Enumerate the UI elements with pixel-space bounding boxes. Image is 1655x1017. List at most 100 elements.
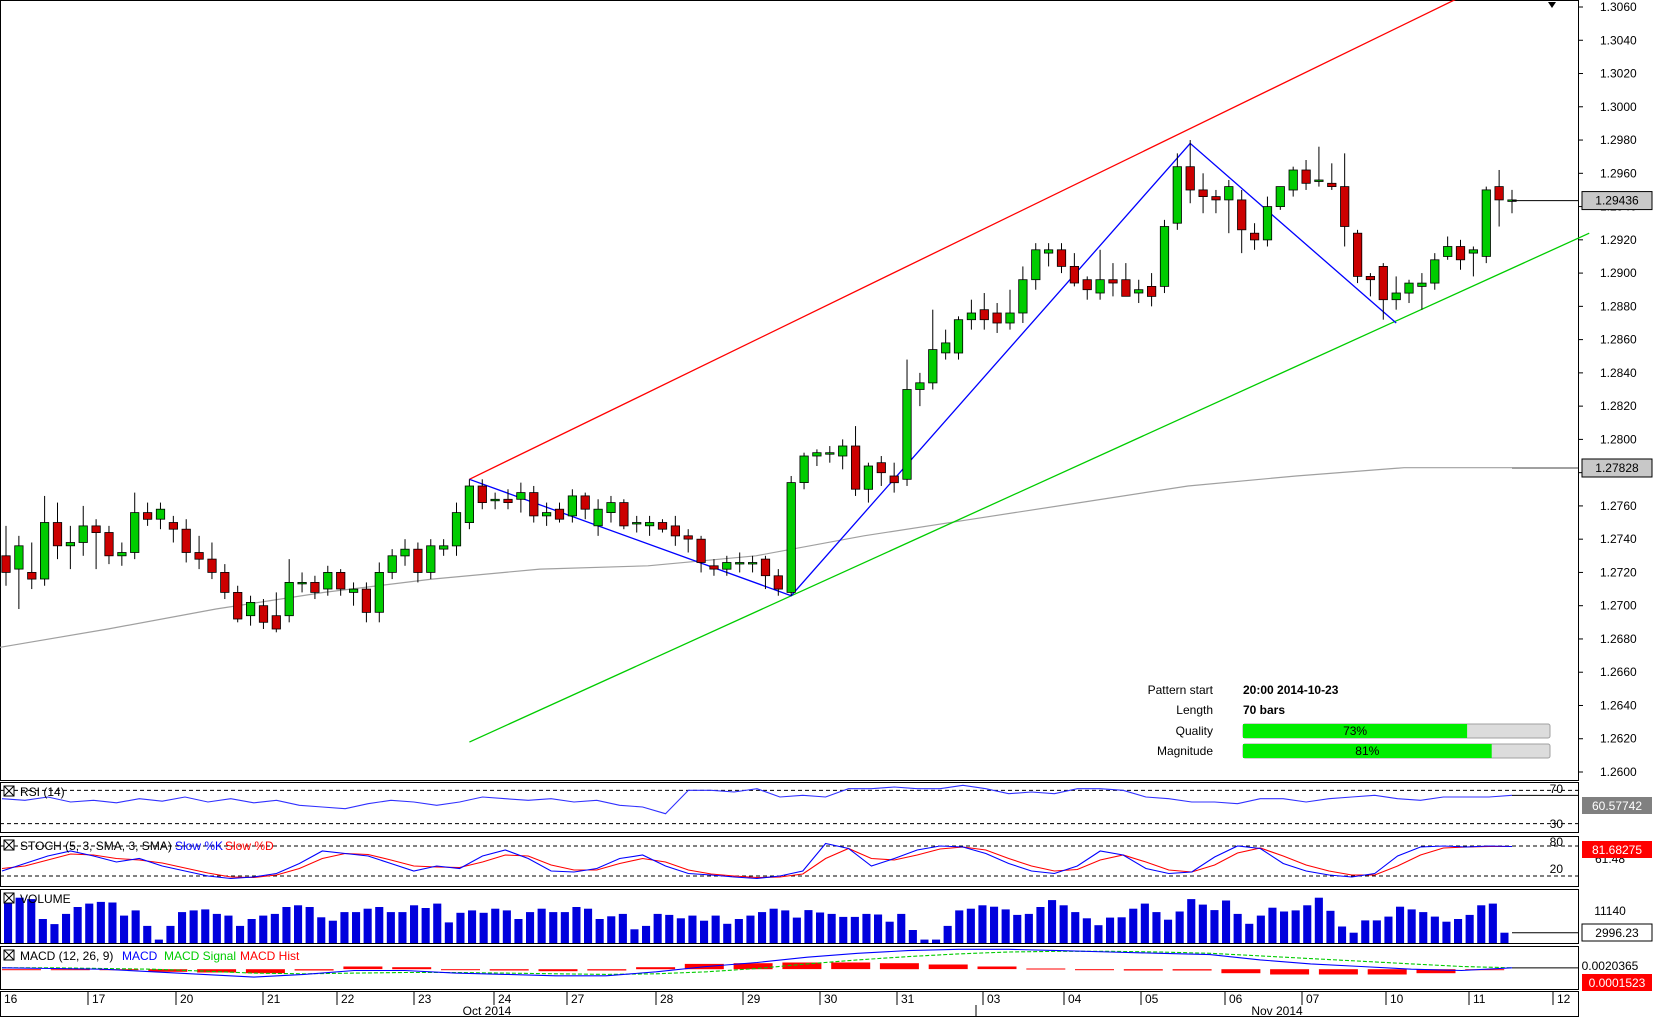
volume-bar <box>850 916 859 943</box>
volume-bar <box>479 912 488 943</box>
candle <box>117 542 127 566</box>
candle <box>1185 140 1195 204</box>
candle <box>78 505 88 556</box>
candle-body <box>645 522 655 527</box>
candle <box>516 482 526 513</box>
day-label: 17 <box>92 992 106 1006</box>
panel-frames <box>0 0 1579 1017</box>
candle <box>348 582 359 606</box>
candle <box>168 515 178 543</box>
candle-body <box>258 605 269 623</box>
candle <box>490 492 500 510</box>
volume-bar <box>166 925 175 943</box>
scroll-marker-icon[interactable] <box>1548 2 1556 8</box>
volume-bar <box>711 915 720 943</box>
candle <box>1108 263 1118 297</box>
candle <box>1211 189 1221 214</box>
volume-bar <box>758 912 767 943</box>
volume-panel: VOLUME 11140 2996.23 <box>3 892 1653 943</box>
price-tick-label: 1.2820 <box>1600 399 1637 413</box>
volume-bar <box>1280 911 1289 943</box>
candle-body <box>1018 279 1028 314</box>
macd-hist-bar <box>928 964 968 970</box>
volume-bar <box>236 925 245 943</box>
rsi-level-30: 30 <box>1550 817 1564 831</box>
current-price-value: 1.29436 <box>1595 194 1639 208</box>
volume-bar <box>526 912 535 943</box>
candle-body <box>760 558 771 577</box>
candle <box>400 539 410 566</box>
volume-bar <box>723 923 732 943</box>
candle <box>1494 169 1504 227</box>
candle <box>1044 243 1054 267</box>
volume-bar <box>572 907 581 943</box>
candle-body <box>1185 166 1195 191</box>
candle <box>1365 273 1375 297</box>
candle <box>258 599 269 629</box>
candle <box>748 555 758 573</box>
candle <box>966 299 977 330</box>
candle-body <box>284 582 294 617</box>
volume-bar <box>665 914 674 943</box>
candle <box>387 549 397 580</box>
volume-bar <box>1210 910 1219 943</box>
candle <box>542 502 552 526</box>
candle-body <box>863 465 874 490</box>
macd-hist-bar <box>1123 969 1163 971</box>
volume-bar <box>143 925 152 943</box>
volume-bar <box>908 930 917 943</box>
candle <box>722 555 732 576</box>
macd-hist-bar <box>50 969 90 971</box>
macd-hist-bar <box>587 969 627 971</box>
candle-body <box>1481 189 1491 257</box>
candle-body <box>27 572 37 580</box>
volume-bar <box>537 908 546 943</box>
candle <box>992 303 1002 333</box>
volume-bar <box>1477 905 1486 943</box>
candle-body <box>310 582 320 593</box>
rsi-value-badge <box>1582 797 1652 814</box>
candle-body <box>722 562 732 570</box>
price-tick-label: 1.3000 <box>1600 100 1637 114</box>
rsi-close-icon-x <box>3 785 15 797</box>
candle <box>696 535 706 573</box>
macd-hist-bar <box>441 969 480 971</box>
price-tick-label: 1.2660 <box>1600 665 1637 679</box>
candle <box>1134 279 1144 304</box>
candle-body <box>130 512 140 553</box>
volume-bar <box>1164 919 1173 943</box>
candle-body <box>876 462 886 474</box>
macd-axis-value: 0.0020365 <box>1582 959 1639 973</box>
macd-hist-bar <box>392 967 432 970</box>
candle-body <box>336 572 346 590</box>
candlesticks <box>1 140 1517 633</box>
candle-body <box>1314 179 1324 182</box>
rsi-current-value: 60.57742 <box>1592 799 1642 813</box>
volume-bar <box>804 910 813 943</box>
volume-bar <box>1175 911 1184 943</box>
candle <box>40 495 50 586</box>
candle <box>735 552 745 573</box>
volume-bar <box>131 910 140 943</box>
price-tick-label: 1.2720 <box>1600 565 1637 579</box>
volume-bar <box>317 917 326 943</box>
candle <box>413 542 423 583</box>
price-tick-label: 1.2840 <box>1600 366 1637 380</box>
candle-body <box>1 555 11 573</box>
candle <box>181 519 191 563</box>
volume-bar <box>1338 926 1347 943</box>
volume-bar <box>920 939 929 943</box>
magnitude-bar-fill <box>1243 744 1492 758</box>
candle-body <box>1301 169 1311 184</box>
macd-value-badge <box>1582 974 1652 991</box>
candle-body <box>567 495 578 517</box>
candle-body <box>464 485 475 523</box>
volume-bar <box>456 912 465 943</box>
candle-body <box>1172 166 1182 224</box>
candle-body <box>1005 312 1015 324</box>
pattern-lines <box>469 0 1590 743</box>
panel-frame-4 <box>0 946 1579 990</box>
macd-hist-bar <box>782 962 822 970</box>
price-tick-label: 1.2760 <box>1600 499 1637 513</box>
candle <box>1224 179 1234 234</box>
